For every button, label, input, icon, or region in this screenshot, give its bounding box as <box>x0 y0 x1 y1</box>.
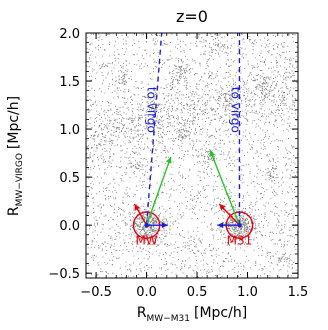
x-axis-ticks: −0.5 0.0 0.5 1.0 1.5 <box>80 33 308 300</box>
y-tick-label: 0.5 <box>59 171 80 186</box>
vector-mw-3 <box>145 156 172 226</box>
halo-label-mw: MW <box>135 233 157 247</box>
x-axis-label-unit: [Mpc/h] <box>194 305 247 321</box>
vector-m31-4-head <box>217 222 224 229</box>
y-axis-label: RMW−VIRGO [Mpc/h] <box>6 96 25 216</box>
halo-center-mw <box>144 222 149 228</box>
plot-frame <box>85 32 299 279</box>
y-tick-label: 2.0 <box>59 27 80 42</box>
x-tick-label: −0.5 <box>80 285 112 300</box>
y-tick-label: −0.5 <box>48 267 80 282</box>
y-tick-label: 1.0 <box>59 123 80 138</box>
vector-m31-6-head <box>209 150 216 157</box>
x-tick-label: 1.0 <box>237 285 258 300</box>
vector-mw-3-head <box>165 156 172 164</box>
vector-m31-5-head <box>219 204 226 211</box>
x-tick-label: 1.5 <box>288 285 309 300</box>
annotation-labels: MW M31 to virgo to virgo <box>135 87 252 248</box>
chart-title: z=0 <box>176 7 208 26</box>
velocity-vectors <box>133 149 242 229</box>
vector-mw-2-head <box>134 204 141 211</box>
y-axis-ticks: −0.5 0.0 0.5 1.0 1.5 2.0 <box>48 27 298 282</box>
vector-m31-6 <box>209 149 241 226</box>
x-tick-label: 0.5 <box>187 285 208 300</box>
x-axis-label: RMW−M31 [Mpc/h] <box>137 305 247 324</box>
virgo-label-2: to virgo <box>228 87 242 133</box>
y-axis-label-group: RMW−VIRGO [Mpc/h] <box>6 96 25 216</box>
y-axis-label-unit: [Mpc/h] <box>6 96 22 149</box>
x-tick-label: 0.0 <box>136 285 157 300</box>
y-axis-label-main: R <box>6 206 22 216</box>
y-tick-label: 1.5 <box>59 75 80 90</box>
halo-center-m31 <box>237 222 242 228</box>
y-tick-label: 0.0 <box>59 219 80 234</box>
x-axis-label-sub: MW−M31 <box>147 314 190 324</box>
halo-label-m31: M31 <box>227 233 253 247</box>
vector-mw-1-head <box>161 222 168 229</box>
x-axis-label-main: R <box>137 305 147 321</box>
y-axis-label-sub: MW−VIRGO <box>15 153 25 206</box>
virgo-label-1: to virgo <box>145 87 159 133</box>
